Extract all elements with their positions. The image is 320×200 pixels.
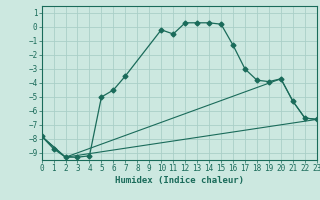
- X-axis label: Humidex (Indice chaleur): Humidex (Indice chaleur): [115, 176, 244, 185]
